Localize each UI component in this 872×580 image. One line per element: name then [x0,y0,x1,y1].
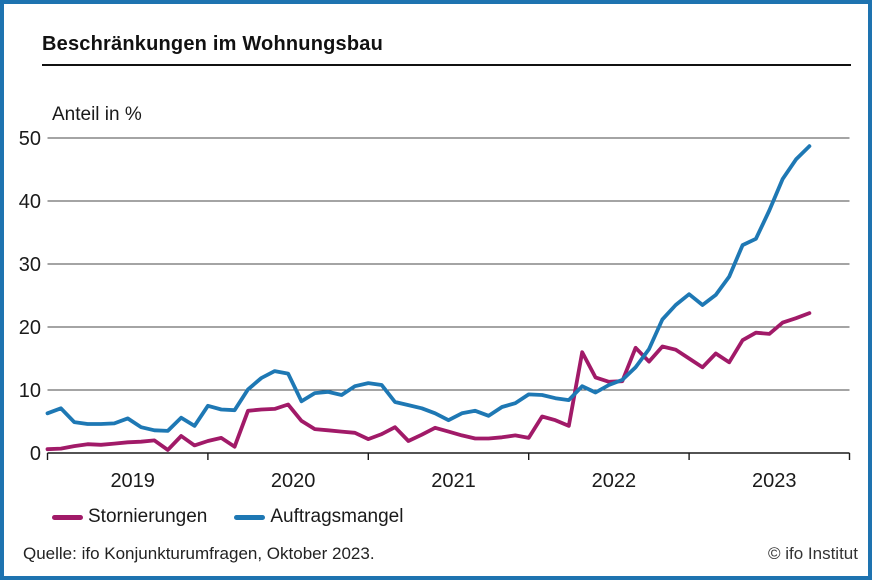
y-tick-label-0: 0 [30,443,41,465]
title-rule [42,64,851,66]
legend-item-stornierungen: Stornierungen [52,506,207,528]
legend-label-stornierungen: Stornierungen [88,506,208,527]
x-year-label-2019: 2019 [110,470,155,492]
x-year-label-2021: 2021 [431,470,476,492]
auftragsmangel-line-swatch [234,514,266,520]
copyright-note: © ifo Institut [767,544,858,563]
y-tick-label-40: 40 [19,191,41,213]
y-tick-label-10: 10 [19,380,41,402]
legend-label-auftragsmangel: Auftragsmangel [270,506,404,527]
chart-title: Beschränkungen im Wohnungsbau [42,33,384,55]
y-tick-label-30: 30 [19,254,41,276]
source-note: Quelle: ifo Konjunkturumfragen, Oktober … [23,544,375,563]
x-year-label-2020: 2020 [271,470,316,492]
series-line-stornierungen [45,311,812,452]
series-line-auftragsmangel [45,144,812,433]
y-axis-unit-label: Anteil in % [52,104,142,125]
y-tick-label-20: 20 [19,317,41,339]
legend-item-auftragsmangel: Auftragsmangel [234,506,403,528]
y-tick-label-50: 50 [19,128,41,150]
legend: Stornierungen Auftragsmangel [52,506,403,528]
stornierungen-line-swatch [52,514,83,520]
x-year-label-2022: 2022 [592,470,637,492]
x-year-label-2023: 2023 [752,470,797,492]
